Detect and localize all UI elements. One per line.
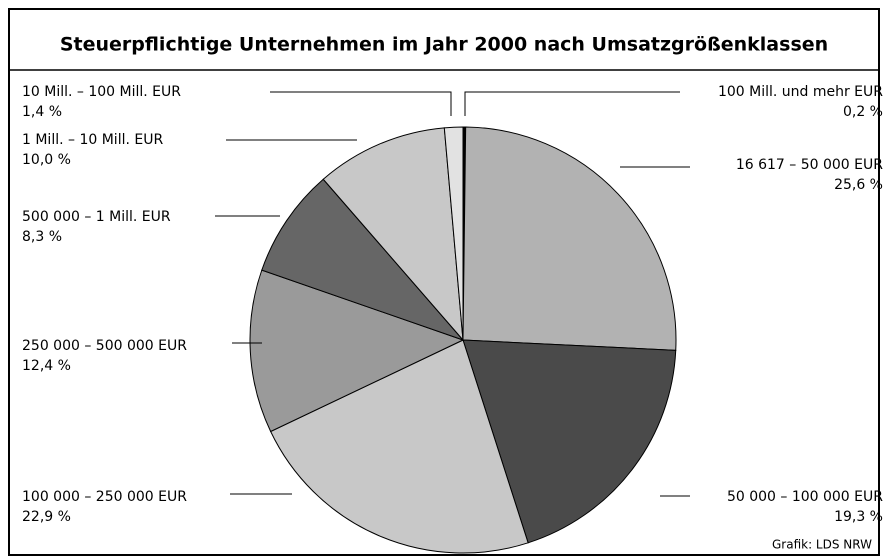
chart-title: Steuerpflichtige Unternehmen im Jahr 200… — [60, 34, 828, 56]
pie-slice — [322, 127, 464, 342]
leader-line — [464, 91, 680, 116]
slice-value-label: 22,9 % — [22, 509, 71, 525]
leader-line — [270, 91, 452, 116]
pie-slice — [261, 178, 465, 342]
pie-slice — [249, 269, 465, 433]
slice-value-label: 12,4 % — [22, 358, 71, 374]
pie-slice — [269, 339, 529, 554]
slice-value-label: 19,3 % — [834, 509, 883, 525]
slice-value-label: 0,2 % — [843, 104, 883, 120]
slice-value-label: 8,3 % — [22, 229, 62, 245]
slice-value-label: 10,0 % — [22, 152, 71, 168]
source: Grafik: LDS NRW — [772, 538, 872, 552]
pie-slice — [462, 339, 677, 544]
slice-value-label: 1,4 % — [22, 104, 62, 120]
slice-label: 1 Mill. – 10 Mill. EUR — [22, 132, 163, 148]
slice-label: 500 000 – 1 Mill. EUR — [22, 209, 171, 225]
slice-label: 16 617 – 50 000 EUR — [736, 157, 883, 173]
pie-slice — [443, 126, 464, 341]
pie-slice — [462, 126, 677, 351]
slice-label: 100 000 – 250 000 EUR — [22, 489, 187, 505]
slice-label: 10 Mill. – 100 Mill. EUR — [22, 84, 181, 100]
slice-label: 100 Mill. und mehr EUR — [718, 84, 883, 100]
slice-label: 250 000 – 500 000 EUR — [22, 338, 187, 354]
slice-label: 50 000 – 100 000 EUR — [727, 489, 883, 505]
slice-value-label: 25,6 % — [834, 177, 883, 193]
